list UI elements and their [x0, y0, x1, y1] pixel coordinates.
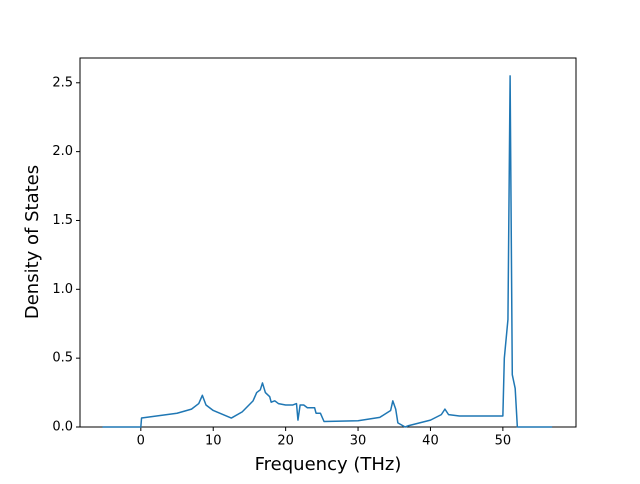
plot-frame — [79, 57, 577, 428]
x-tick-label: 0 — [137, 434, 145, 449]
x-tick-label: 10 — [205, 434, 222, 449]
data-line — [102, 75, 553, 428]
y-axis-label: Density of States — [22, 165, 43, 319]
y-tick-label: 1.0 — [52, 282, 73, 297]
y-tick-label: 0.0 — [52, 420, 73, 435]
x-tick-label: 20 — [277, 434, 294, 449]
y-tick-label: 2.0 — [52, 144, 73, 159]
x-tick-label: 30 — [350, 434, 367, 449]
x-axis-label: Frequency (THz) — [255, 454, 402, 475]
y-tick-label: 1.5 — [52, 213, 73, 228]
y-tick-label: 0.5 — [52, 351, 73, 366]
y-tick-label: 2.5 — [52, 75, 73, 90]
x-tick-label: 50 — [495, 434, 512, 449]
x-tick-label: 40 — [422, 434, 439, 449]
